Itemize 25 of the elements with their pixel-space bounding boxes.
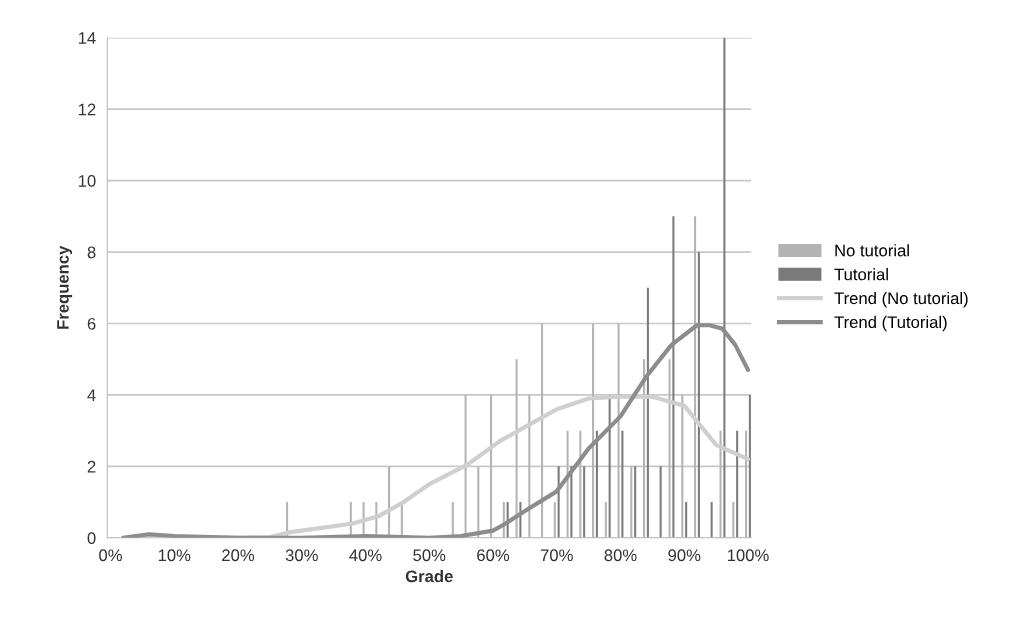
y-tick-label: 0 [87, 532, 96, 544]
y-tick-label: 2 [87, 460, 96, 473]
x-tick-label: 100% [727, 549, 769, 562]
y-tick-label: 10 [78, 175, 96, 187]
x-tick-label: 50% [413, 549, 446, 562]
x-tick-label: 10% [158, 549, 191, 562]
x-tick-label: 0% [99, 549, 122, 562]
y-tick-label: 14 [78, 32, 96, 44]
legend-label: Tutorial [834, 268, 888, 281]
y-tick-label: 4 [87, 389, 96, 401]
x-tick-label: 60% [477, 549, 510, 562]
legend-label: Trend (No tutorial) [834, 291, 968, 308]
x-tick-label: 70% [540, 549, 573, 562]
x-tick-label: 20% [222, 549, 255, 562]
x-tick-label: 90% [668, 549, 701, 562]
y-tick-label: 6 [87, 317, 96, 330]
x-tick-label: 80% [604, 549, 637, 562]
x-axis-title: Grade [405, 570, 453, 583]
y-tick-label: 12 [78, 103, 96, 116]
legend-label: Trend (Tutorial) [834, 315, 947, 332]
x-tick-label: 30% [285, 549, 318, 562]
legend-label: No tutorial [835, 244, 909, 257]
y-tick-label: 8 [87, 246, 96, 259]
y-axis-title: Frequency [57, 245, 73, 329]
x-tick-label: 40% [349, 549, 382, 562]
